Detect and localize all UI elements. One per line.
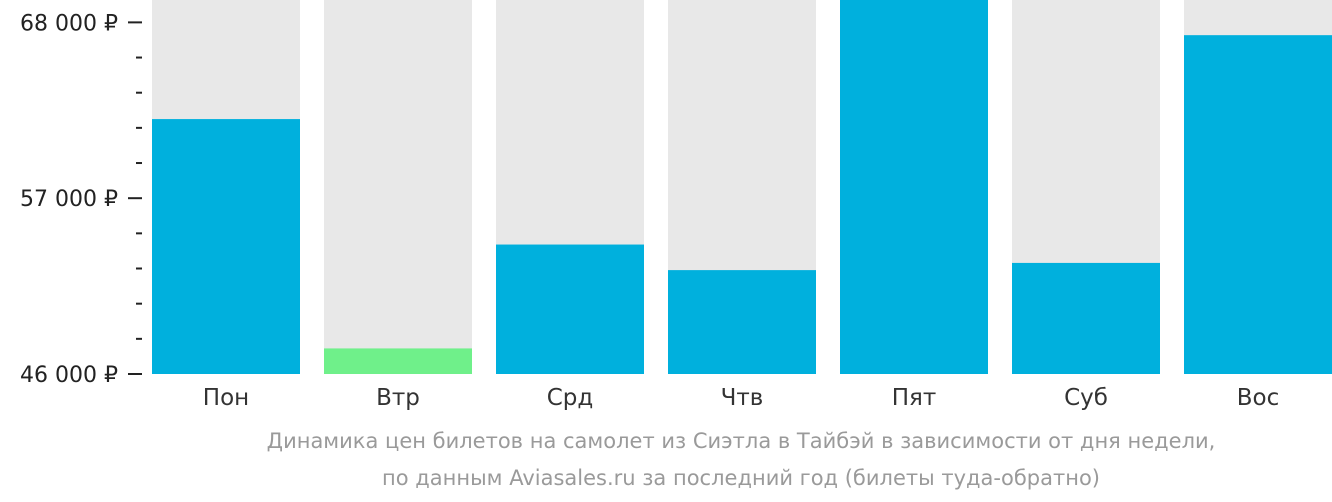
bar-7[interactable] — [1184, 35, 1332, 375]
bar-3[interactable] — [496, 244, 644, 374]
bars — [152, 0, 1332, 375]
x-tick-label: Вос — [1237, 385, 1280, 411]
bar-6[interactable] — [1012, 262, 1160, 374]
x-tick-label: Пят — [892, 385, 937, 411]
bar-4[interactable] — [668, 270, 816, 374]
price-by-weekday-chart: 46 000 ₽ 57 000 ₽ 68 000 ₽ Пон Втр Срд Чтв Пят… — [20, 0, 1332, 411]
x-axis: Пон Втр Срд Чтв Пят Суб Вос — [203, 385, 1279, 411]
bar-5[interactable] — [840, 0, 988, 374]
chart-caption-line-1: Динамика цен билетов на самолет из Сиэтл… — [266, 429, 1216, 453]
bar-track-2 — [324, 0, 472, 374]
x-tick-label: Чтв — [721, 385, 764, 411]
y-tick-label: 46 000 ₽ — [20, 363, 118, 388]
bar-2[interactable] — [324, 348, 472, 374]
x-tick-label: Пон — [203, 385, 249, 411]
y-axis: 46 000 ₽ 57 000 ₽ 68 000 ₽ — [20, 11, 142, 388]
chart-caption-line-2: по данным Aviasales.ru за последний год … — [382, 466, 1100, 490]
bar-1[interactable] — [152, 119, 300, 374]
x-tick-label: Суб — [1064, 385, 1108, 411]
y-tick-label: 68 000 ₽ — [20, 11, 118, 36]
x-tick-label: Срд — [547, 385, 594, 411]
y-tick-label: 57 000 ₽ — [20, 187, 118, 212]
x-tick-label: Втр — [376, 385, 420, 411]
